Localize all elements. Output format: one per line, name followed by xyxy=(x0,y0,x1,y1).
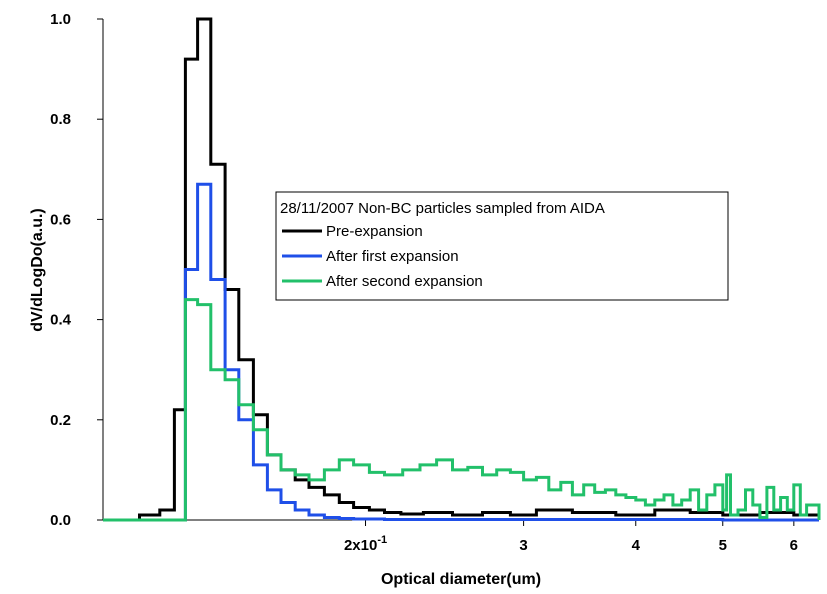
x-ticks: 2x10-1 3 4 5 6 xyxy=(344,520,798,554)
legend-label: After second expansion xyxy=(326,273,483,290)
legend-label: Pre-expansion xyxy=(326,223,423,240)
x-tick-label-base: 2x10 xyxy=(344,537,377,554)
y-tick-label: 1.0 xyxy=(50,11,71,28)
legend-title: 28/11/2007 Non-BC particles sampled from… xyxy=(280,200,605,217)
x-tick-label-exponent: -1 xyxy=(377,534,387,546)
x-tick-label-base: 3 xyxy=(519,537,527,554)
y-ticks: 0.0 0.2 0.4 0.6 0.8 1.0 xyxy=(50,11,103,529)
x-tick-label: 4 xyxy=(632,537,641,554)
legend: 28/11/2007 Non-BC particles sampled from… xyxy=(275,191,729,301)
x-tick-label: 6 xyxy=(790,537,798,554)
x-tick-label: 3 xyxy=(519,537,527,554)
y-tick-label: 0.4 xyxy=(50,312,72,329)
series-line-2 xyxy=(103,182,819,522)
series xyxy=(103,17,821,522)
x-tick-label-base: 6 xyxy=(790,537,798,554)
x-tick-label-base: 4 xyxy=(632,537,641,554)
series-line-1 xyxy=(103,17,821,522)
x-tick-label: 5 xyxy=(719,537,727,554)
y-axis-title: dV/dLogDo(a.u.) xyxy=(29,208,46,332)
series-line-3 xyxy=(103,298,821,522)
x-axis-title: Optical diameter(um) xyxy=(381,571,541,588)
y-tick-label: 0.8 xyxy=(50,111,71,128)
legend-box xyxy=(275,191,729,301)
x-tick-label: 2x10-1 xyxy=(344,534,387,554)
legend-label: After first expansion xyxy=(326,248,459,265)
x-tick-label-base: 5 xyxy=(719,537,727,554)
y-tick-label: 0.0 xyxy=(50,512,71,529)
y-tick-label: 0.2 xyxy=(50,412,71,429)
y-tick-label: 0.6 xyxy=(50,211,71,228)
legend-entries: Pre-expansion After first expansion After … xyxy=(282,223,483,290)
